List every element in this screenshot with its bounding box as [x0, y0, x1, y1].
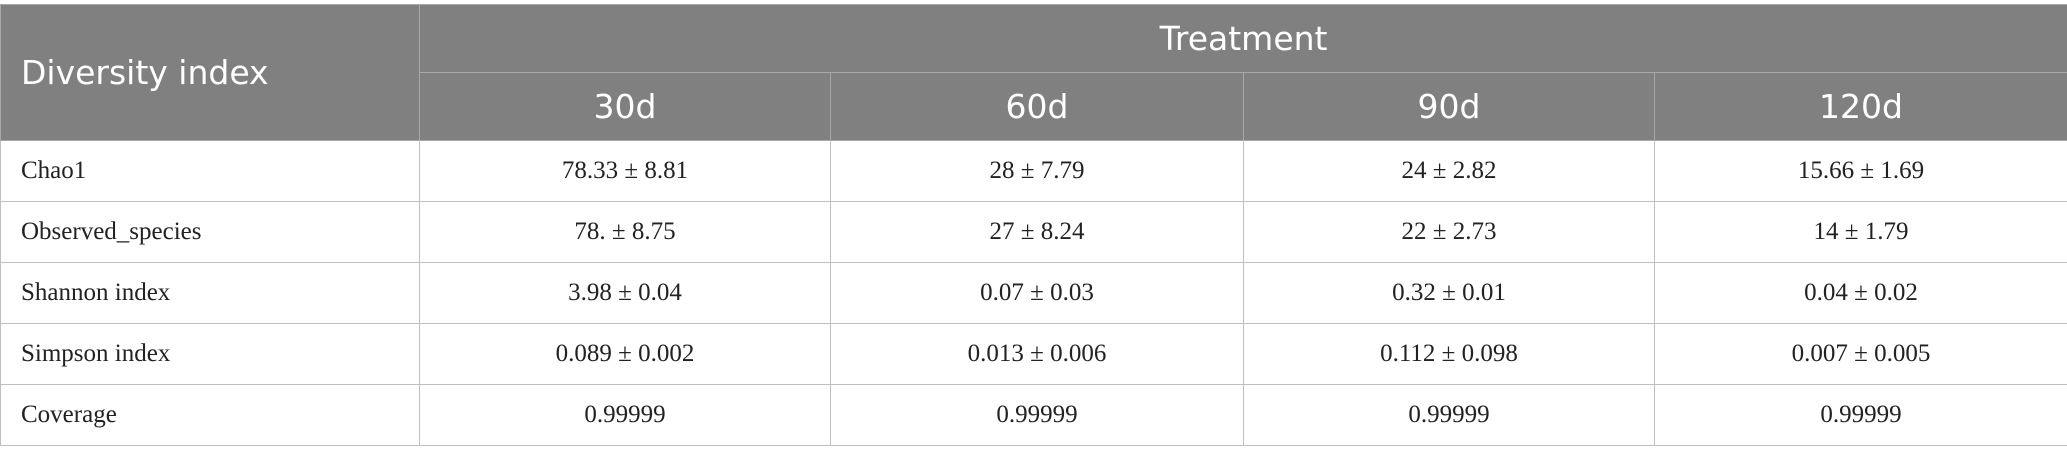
cell: 78.33 ± 8.81 [419, 140, 831, 202]
cell: 0.99999 [830, 384, 1244, 446]
table-row: Observed_species 78. ± 8.75 27 ± 8.24 22 ± … [0, 201, 2067, 263]
table: Diversity index Treatment 30d 60d 90d 120d … [0, 4, 2067, 446]
cell: 0.99999 [419, 384, 831, 446]
row-label: Observed_species [0, 201, 420, 263]
row-label: Shannon index [0, 262, 420, 324]
cell: 0.089 ± 0.002 [419, 323, 831, 385]
header-title: Diversity index [0, 4, 420, 141]
cell: 27 ± 8.24 [830, 201, 1244, 263]
cell: 0.99999 [1243, 384, 1655, 446]
cell: 14 ± 1.79 [1653, 201, 2067, 263]
column-header: 90d [1243, 72, 1655, 141]
table-head: Diversity index Treatment 30d 60d 90d 120d [0, 4, 2067, 141]
table-row: Shannon index 3.98 ± 0.04 0.07 ± 0.03 0.32 … [0, 262, 2067, 324]
cell: 15.66 ± 1.69 [1653, 140, 2067, 202]
cell: 0.32 ± 0.01 [1243, 262, 1655, 324]
cell: 3.98 ± 0.04 [419, 262, 831, 324]
row-label: Coverage [0, 384, 420, 446]
cell: 0.007 ± 0.005 [1653, 323, 2067, 385]
header-row: 30d 60d 90d 120d [1, 72, 2067, 141]
cell: 28 ± 7.79 [830, 140, 1244, 202]
cell: 22 ± 2.73 [1243, 201, 1655, 263]
cell: 0.99999 [1653, 384, 2067, 446]
table-row: Simpson index 0.089 ± 0.002 0.013 ± 0.006 0… [0, 323, 2067, 385]
header-group: Treatment [418, 4, 2067, 73]
cell: 78. ± 8.75 [419, 201, 831, 263]
column-header: 60d [830, 72, 1244, 141]
table-row: Chao1 78.33 ± 8.81 28 ± 7.79 24 ± 2.82 15.66… [0, 140, 2067, 202]
row-label: Simpson index [0, 323, 420, 385]
column-header: 30d [419, 72, 831, 141]
table-container: Diversity index Treatment 30d 60d 90d 120d … [0, 4, 2067, 446]
cell: 0.112 ± 0.098 [1243, 323, 1655, 385]
header-row: Diversity index Treatment [0, 4, 2067, 141]
cell: 24 ± 2.82 [1243, 140, 1655, 202]
cell: 0.013 ± 0.006 [830, 323, 1244, 385]
column-header: 120d [1653, 72, 2067, 141]
cell: 0.07 ± 0.03 [830, 262, 1244, 324]
row-label: Chao1 [0, 140, 420, 202]
cell: 0.04 ± 0.02 [1653, 262, 2067, 324]
table-row: Coverage 0.99999 0.99999 0.99999 0.99999 [0, 384, 2067, 446]
table-body: Chao1 78.33 ± 8.81 28 ± 7.79 24 ± 2.82 15.66… [0, 140, 2067, 446]
